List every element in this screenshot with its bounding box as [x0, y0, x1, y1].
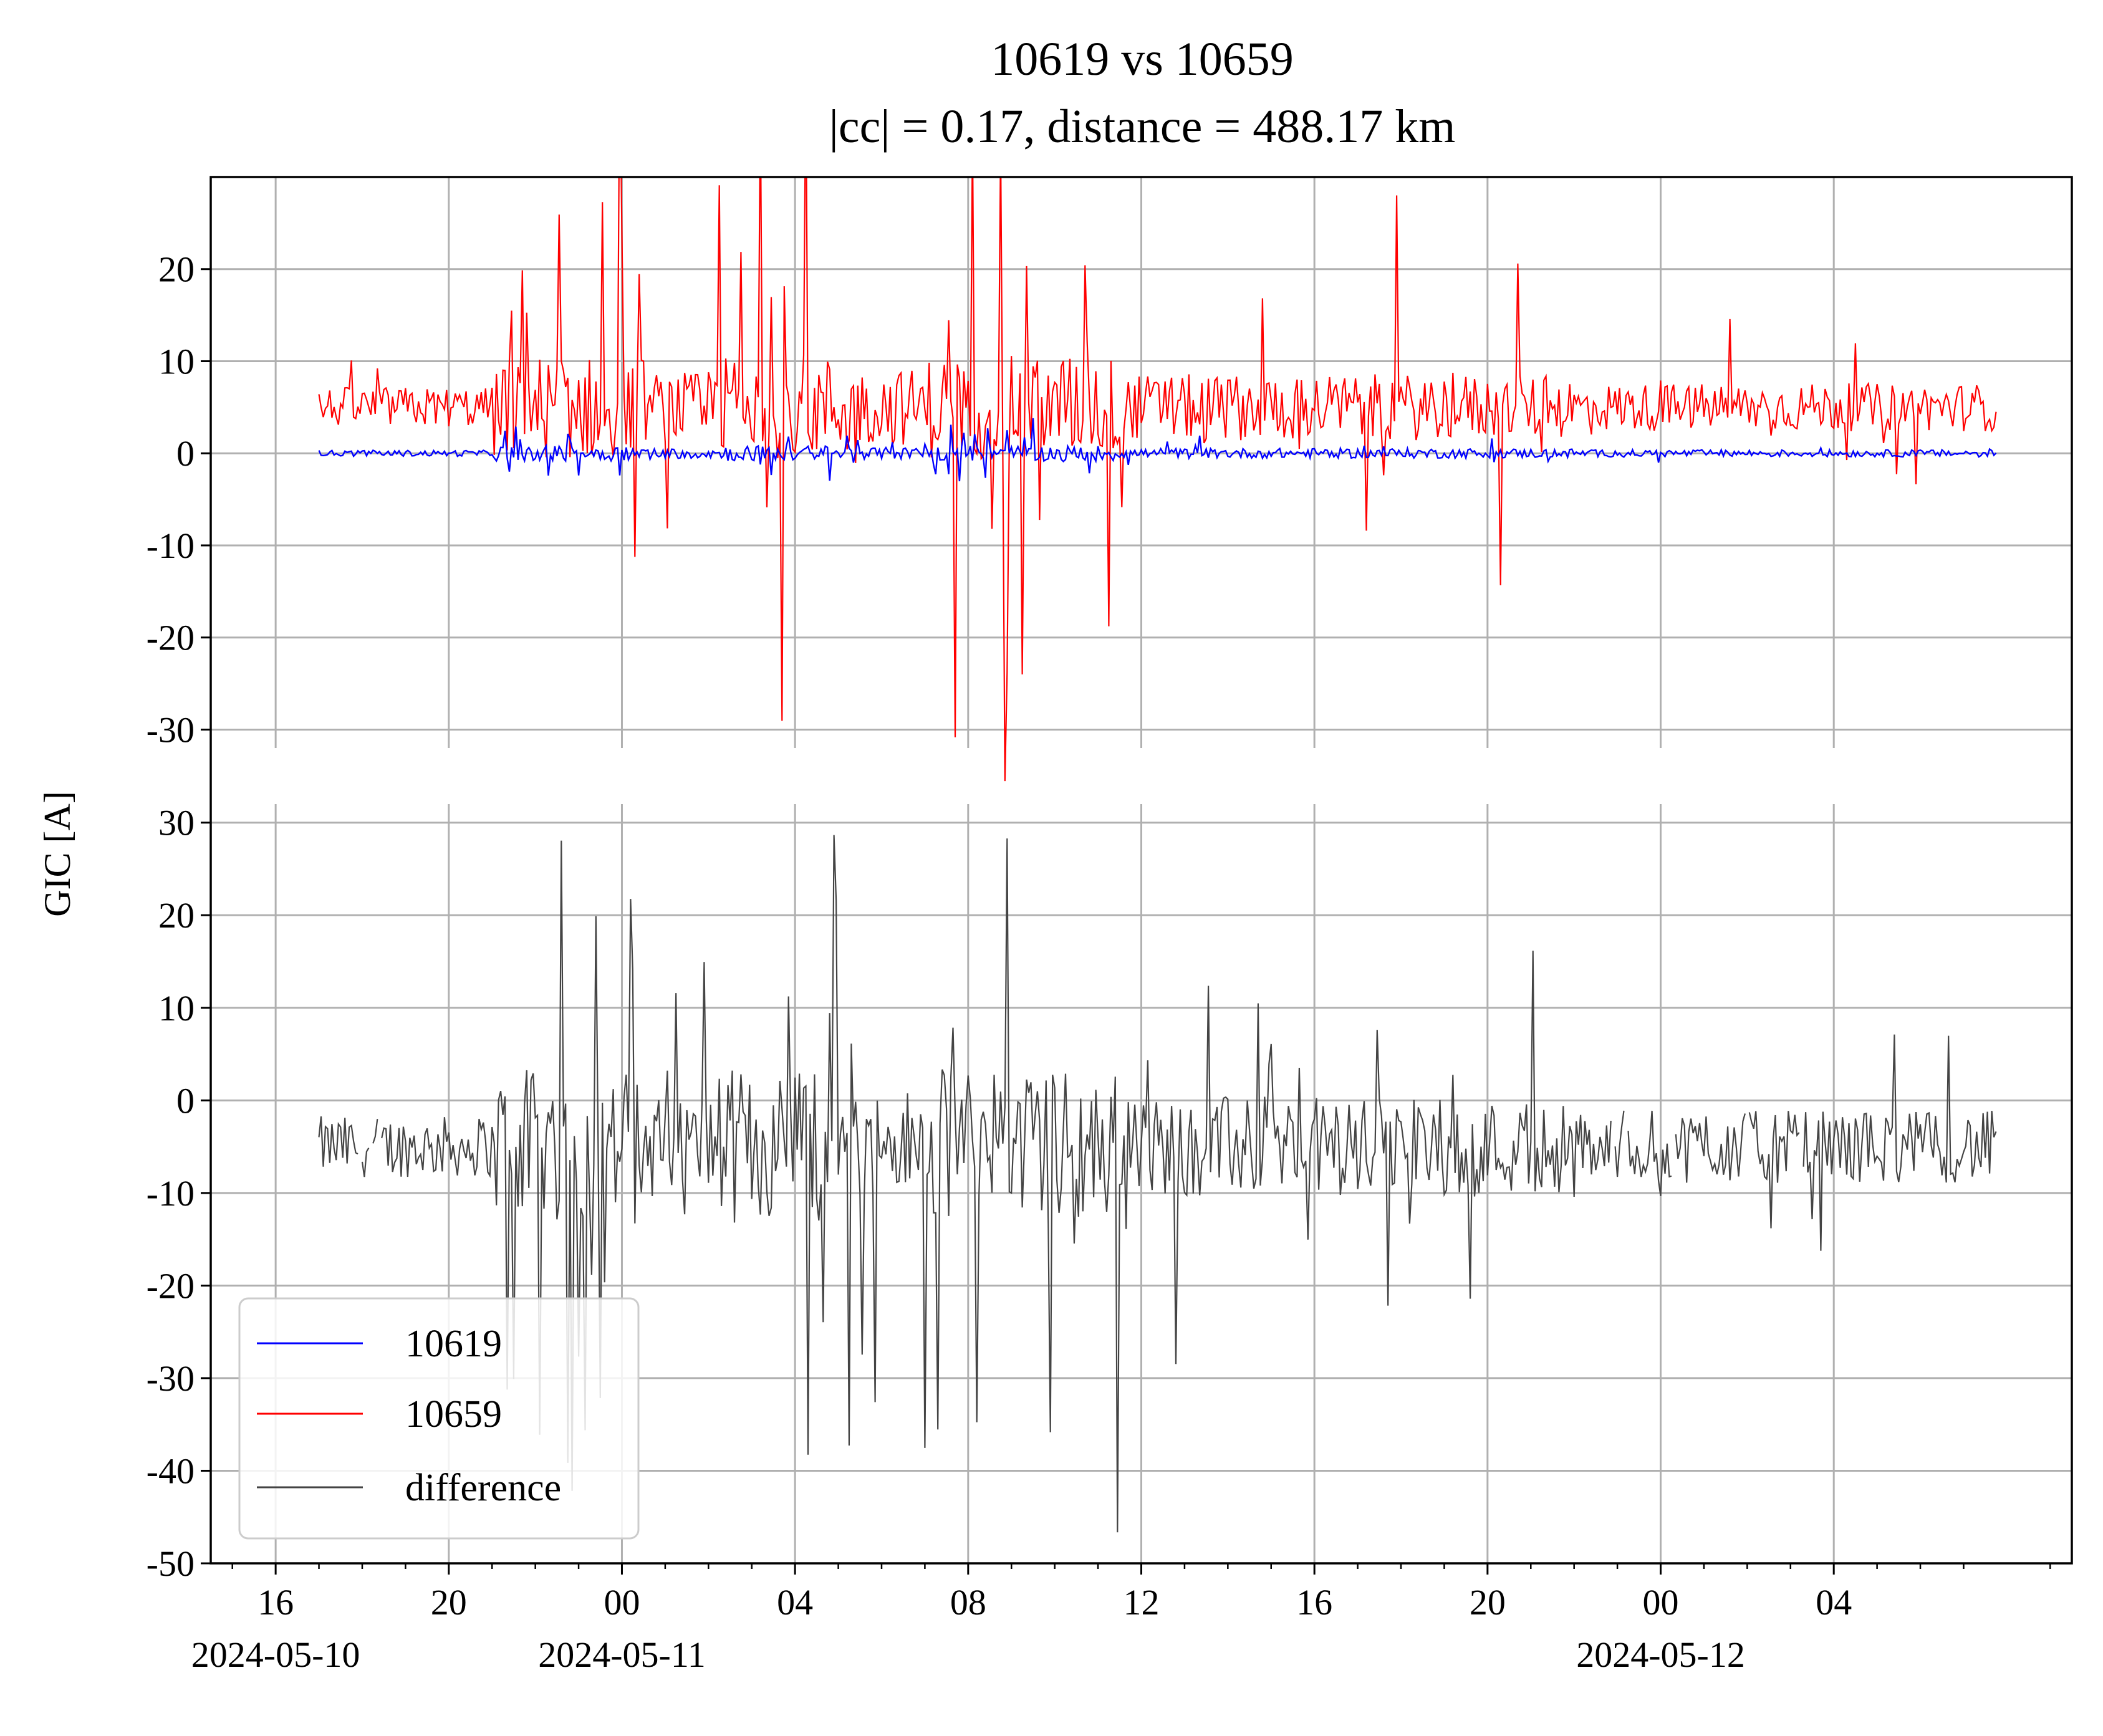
legend: 10619 10659 difference: [238, 1297, 640, 1540]
y-tick-label-1: 10: [158, 341, 195, 381]
y-tick-label-5: -30: [147, 709, 195, 750]
legend-label-difference: difference: [405, 1467, 561, 1509]
x-tick-label-8: 00: [1643, 1582, 1679, 1623]
chart-title: 10619 vs 10659: [991, 33, 1294, 85]
y-tick-label-2: 0: [176, 433, 195, 474]
y-tick-label-10: -10: [147, 1173, 195, 1214]
y-tick-label-11: -20: [147, 1265, 195, 1306]
series-line-10619: [318, 418, 1997, 482]
x-tick-label-3: 04: [777, 1582, 813, 1623]
y-tick-label-4: -20: [147, 618, 195, 658]
x-tick-label-9: 04: [1816, 1582, 1852, 1623]
x-tick-label-4: 08: [950, 1582, 986, 1623]
chart-subtitle: |cc| = 0.17, distance = 488.17 km: [829, 100, 1456, 153]
legend-label-10659: 10659: [405, 1393, 502, 1436]
series-line-10659: [318, 177, 1997, 782]
x-tick-label-0: 16: [257, 1582, 294, 1623]
y-tick-label-6: 30: [158, 803, 195, 843]
y-tick-label-13: -40: [147, 1451, 195, 1491]
y-tick-label-8: 10: [158, 988, 195, 1029]
x-date-label-0: 2024-05-10: [191, 1634, 360, 1675]
x-date-label-1: 2024-05-11: [538, 1634, 705, 1675]
y-tick-label-7: 20: [158, 895, 195, 936]
x-tick-label-6: 16: [1296, 1582, 1332, 1623]
legend-box: [238, 1297, 640, 1540]
y-tick-label-12: -30: [147, 1358, 195, 1399]
ticks: 20 10 0 -10 -20 -30 30 20 10 0 -10 -20 -30 -40 -50 16 20…: [147, 249, 2051, 1675]
legend-label-10619: 10619: [405, 1323, 502, 1365]
y-tick-label-0: 20: [158, 249, 195, 290]
x-tick-label-7: 20: [1470, 1582, 1506, 1623]
y-tick-label-9: 0: [176, 1080, 195, 1121]
series-line-difference: [318, 835, 1997, 1533]
x-date-label-2: 2024-05-12: [1576, 1634, 1745, 1675]
y-tick-label-14: -50: [147, 1543, 195, 1584]
x-tick-label-2: 00: [604, 1582, 640, 1623]
x-tick-label-1: 20: [431, 1582, 467, 1623]
series-group: [318, 177, 1997, 1533]
y-tick-label-3: -10: [147, 525, 195, 566]
y-axis-label: GIC [A]: [37, 791, 78, 917]
x-tick-label-5: 12: [1124, 1582, 1160, 1623]
